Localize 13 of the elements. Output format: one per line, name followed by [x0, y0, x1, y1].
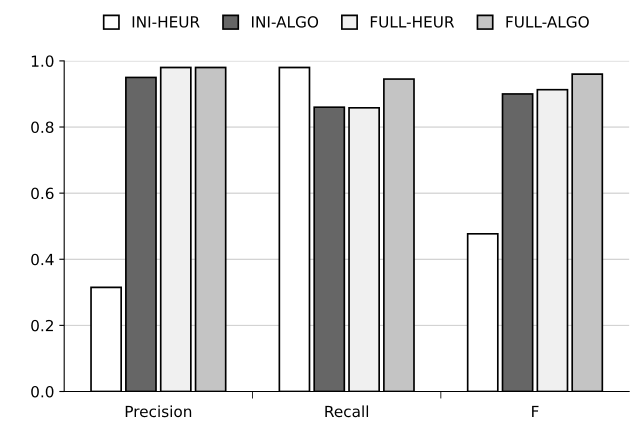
legend-label: FULL-ALGO — [506, 16, 589, 28]
y-tick-label: 0.2 — [31, 320, 53, 332]
x-tick-label: F — [532, 406, 539, 417]
legend-label: INI-ALGO — [252, 16, 318, 28]
y-tick-label: 0.0 — [31, 386, 54, 398]
legend-label: INI-HEUR — [132, 16, 200, 28]
y-tick-label: 0.4 — [31, 254, 54, 266]
y-tick-label: 0.6 — [31, 188, 54, 200]
y-tick-label: 1.0 — [32, 55, 54, 67]
x-tick-label: Precision — [126, 405, 192, 418]
x-tick-label: Recall — [325, 405, 368, 418]
legend-label: FULL-HEUR — [370, 16, 454, 28]
y-tick-label: 0.8 — [31, 121, 54, 134]
